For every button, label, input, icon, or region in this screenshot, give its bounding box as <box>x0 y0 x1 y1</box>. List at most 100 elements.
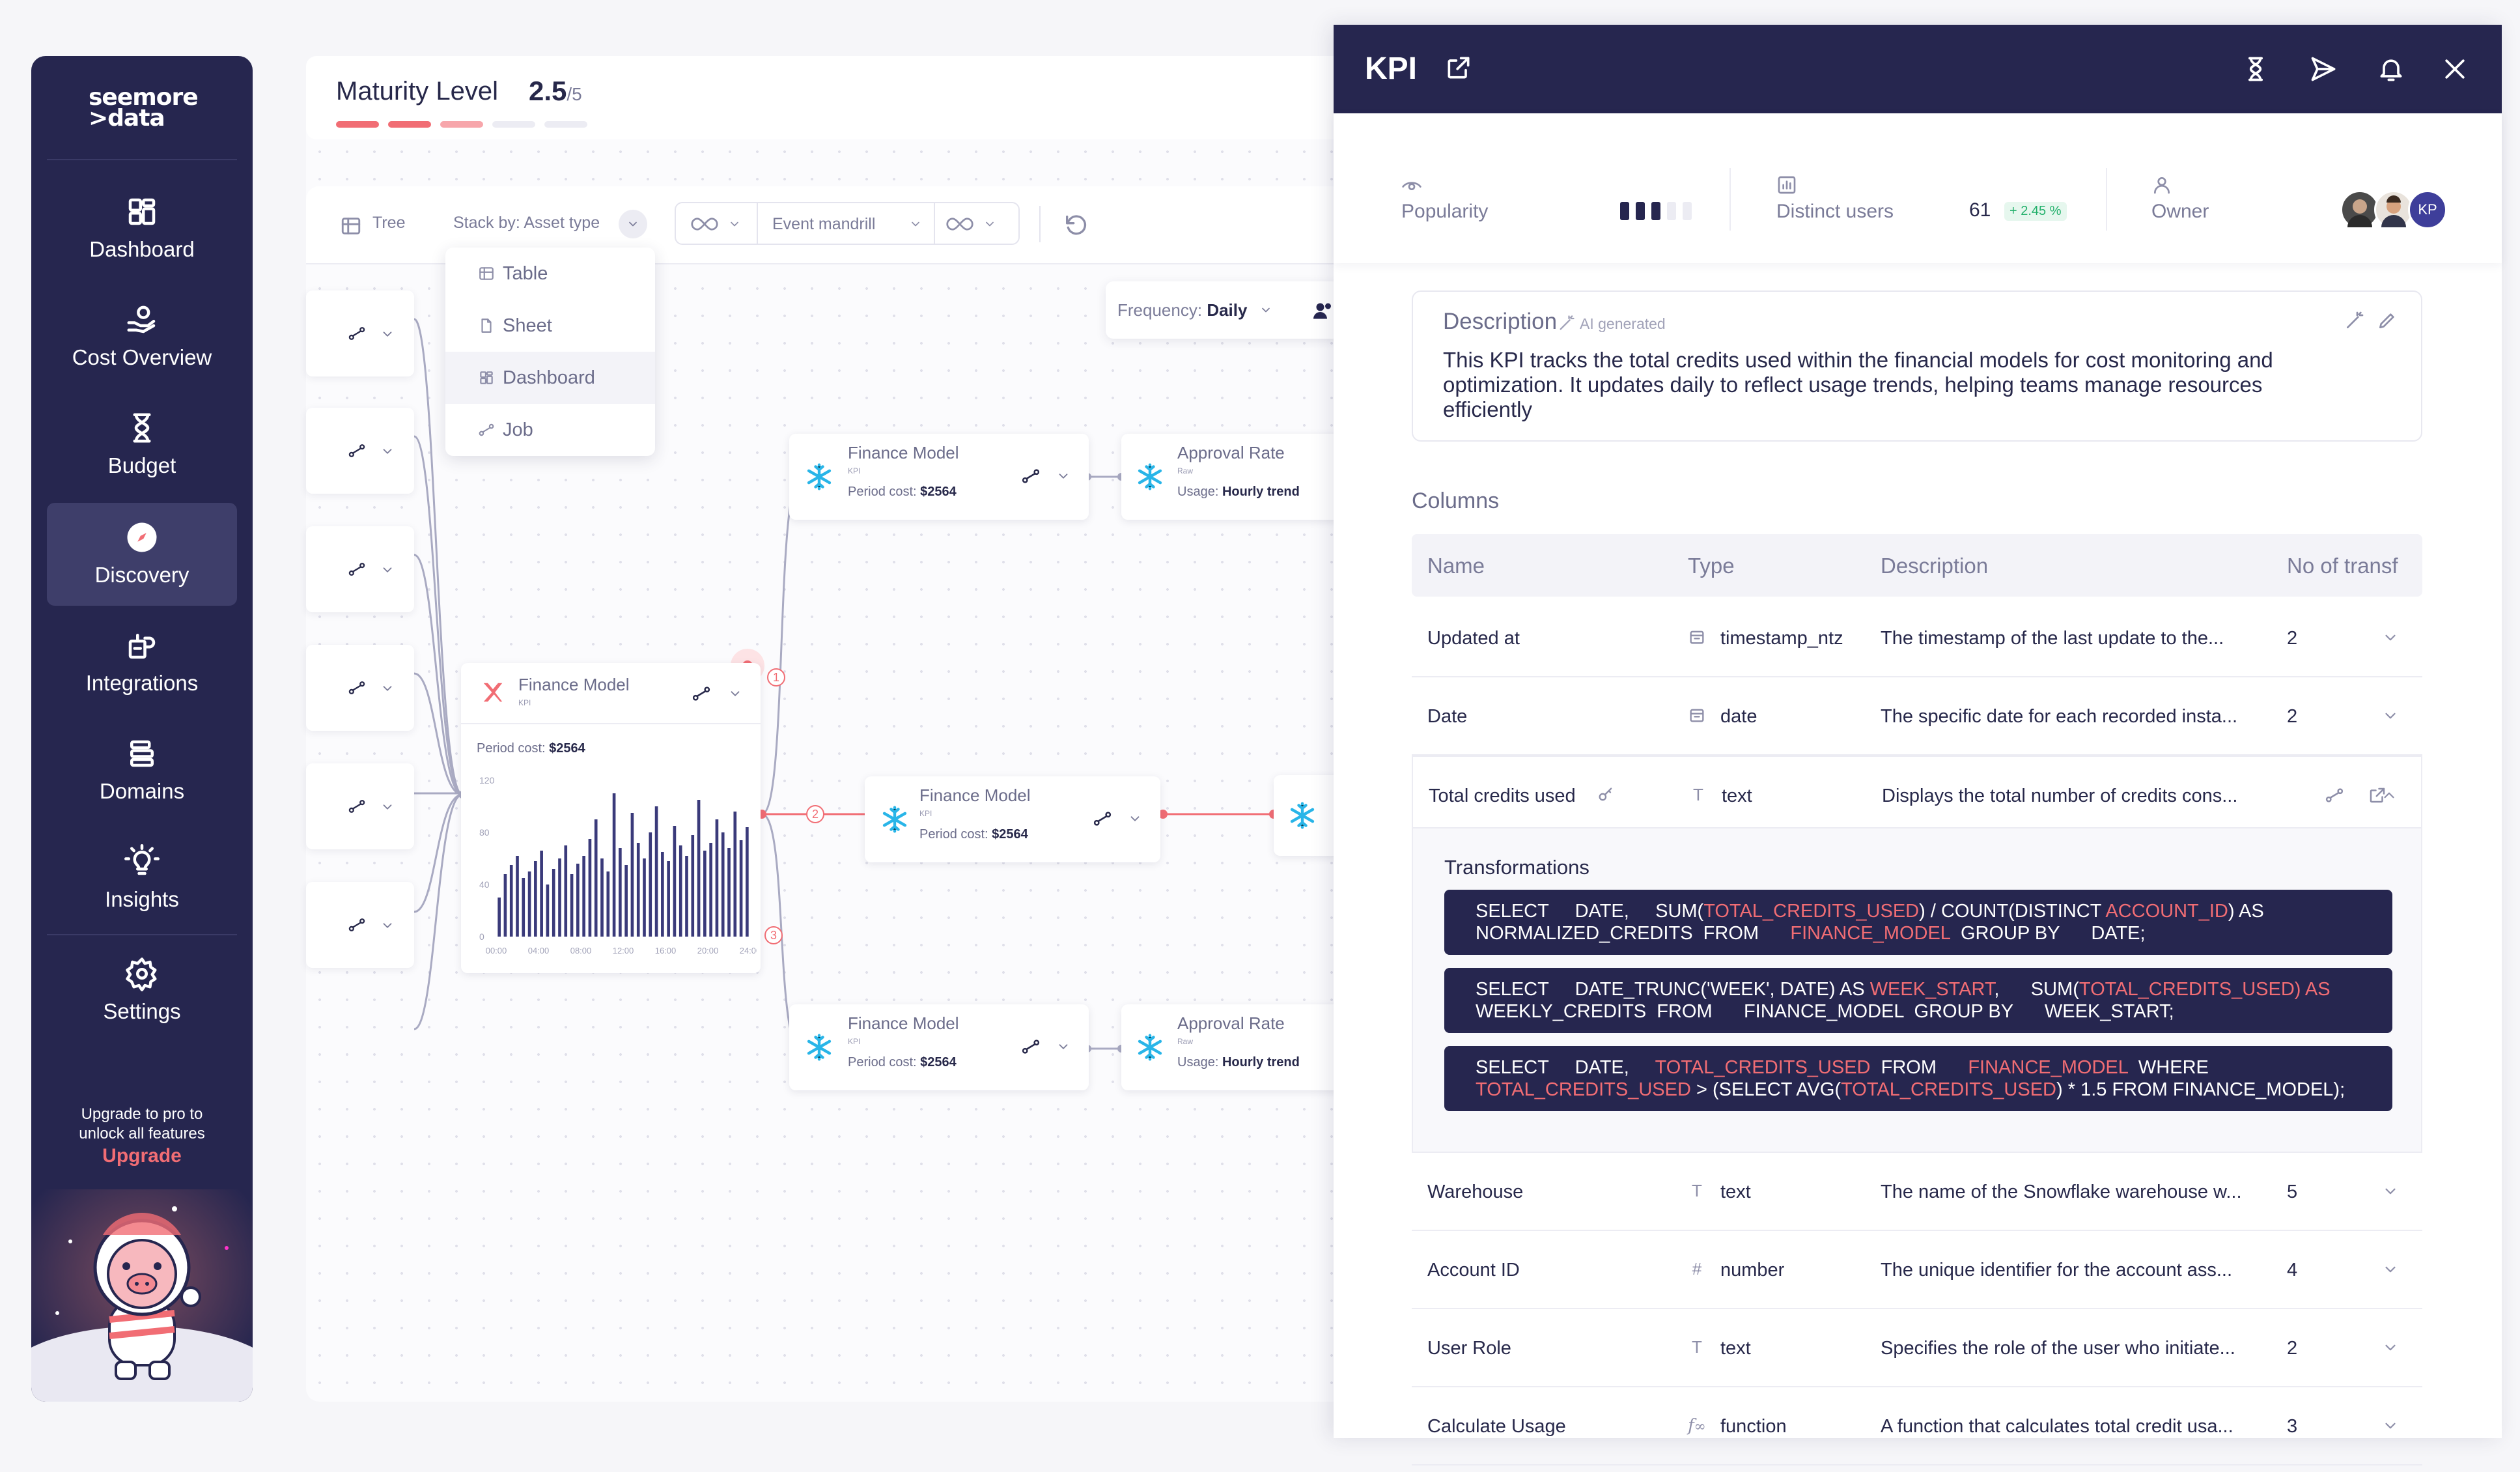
tree-toggle[interactable]: Tree <box>372 214 406 232</box>
external-link-icon[interactable] <box>2368 786 2387 805</box>
chevron-down-icon[interactable] <box>1128 812 1142 826</box>
sidebar-item-insights[interactable]: Insights <box>47 827 237 930</box>
upstream-node[interactable] <box>306 526 414 612</box>
link-icon[interactable] <box>348 679 366 697</box>
asset-option-dashboard[interactable]: Dashboard <box>445 352 655 404</box>
chevron-down-icon[interactable] <box>2382 1183 2399 1200</box>
link-icon[interactable] <box>692 684 711 703</box>
event-select[interactable]: Event mandrill <box>772 215 876 233</box>
domains-icon <box>130 740 154 767</box>
column-name: Account ID <box>1427 1260 1520 1281</box>
seemore-logo[interactable]: seemore >data <box>89 84 199 132</box>
finance-model-node[interactable]: Finance Model KPI Period cost: $2564 <box>789 1004 1089 1090</box>
chart-bar <box>709 843 712 937</box>
link-icon[interactable] <box>2325 786 2344 805</box>
link-icon[interactable] <box>348 324 366 343</box>
chevron-down-icon[interactable] <box>2382 707 2399 724</box>
chevron-down-icon[interactable] <box>1056 1040 1071 1054</box>
link-icon[interactable] <box>348 797 366 815</box>
users-icon[interactable] <box>1311 298 1335 322</box>
sidebar-item-dashboard[interactable]: Dashboard <box>47 177 237 280</box>
approval-rate-node[interactable]: Approval Rate Raw Usage: Hourly trend <box>1121 434 1356 520</box>
chevron-up-icon[interactable] <box>2381 787 2398 804</box>
link-icon[interactable] <box>1021 1037 1041 1056</box>
sidebar-item-discovery[interactable]: Discovery <box>47 503 237 606</box>
column-row[interactable]: Account ID # number The unique identifier f… <box>1412 1231 2422 1309</box>
header-transformations[interactable]: No of transf <box>2287 554 2398 578</box>
sheet-icon <box>481 318 492 333</box>
sidebar-item-budget[interactable]: Budget <box>47 393 237 496</box>
asset-option-table[interactable]: Table <box>445 248 655 300</box>
asset-type-dropdown: Table Sheet Dashboard Job <box>445 248 655 456</box>
upstream-node[interactable] <box>306 290 414 376</box>
asset-option-job[interactable]: Job <box>445 404 655 456</box>
undo-icon[interactable] <box>1063 212 1089 238</box>
chevron-down-icon[interactable] <box>380 444 395 459</box>
snowflake-icon <box>807 1034 832 1061</box>
magic-wand-icon[interactable] <box>2344 310 2365 331</box>
link-icon[interactable] <box>348 560 366 578</box>
x-tick-label: 20:00 <box>697 946 719 955</box>
sidebar-item-domains[interactable]: Domains <box>47 719 237 822</box>
chevron-down-icon[interactable] <box>2382 1417 2399 1434</box>
chevron-down-icon[interactable] <box>380 800 395 814</box>
link-icon[interactable] <box>348 442 366 460</box>
infinity-icon[interactable] <box>690 215 719 233</box>
sidebar-item-settings[interactable]: Settings <box>47 939 237 1042</box>
chevron-down-icon[interactable] <box>2382 1339 2399 1356</box>
chevron-down-icon[interactable] <box>2382 629 2399 646</box>
header-description[interactable]: Description <box>1881 554 1989 578</box>
chevron-down-icon[interactable] <box>1056 469 1071 483</box>
chevron-down-icon[interactable] <box>380 918 395 933</box>
owner-avatar[interactable] <box>2340 190 2379 229</box>
chevron-down-icon[interactable] <box>380 563 395 577</box>
owner-initials-avatar[interactable]: KP <box>2408 190 2447 229</box>
asset-option-sheet[interactable]: Sheet <box>445 300 655 352</box>
chart-bar <box>715 819 719 937</box>
approval-rate-node[interactable]: Approval Rate Raw Usage: Hourly trend <box>1121 1004 1356 1090</box>
y-tick-label: 40 <box>479 879 490 890</box>
edge-label: 1 <box>773 671 779 684</box>
column-row[interactable]: Date date The specific date for each recor… <box>1412 677 2422 756</box>
column-row[interactable]: Updated at timestamp_ntz The timestamp of … <box>1412 599 2422 677</box>
link-icon[interactable] <box>348 916 366 934</box>
upstream-node[interactable] <box>306 763 414 849</box>
edit-icon[interactable] <box>2377 310 2398 331</box>
upstream-node[interactable] <box>306 408 414 494</box>
transformation-sql-1[interactable]: SELECT DATE, SUM(TOTAL_CREDITS_USED) / C… <box>1444 890 2392 955</box>
link-icon[interactable] <box>1021 466 1041 486</box>
link-icon[interactable] <box>1093 809 1112 828</box>
stack-by-select[interactable]: Stack by: Asset type <box>453 214 600 232</box>
header-name[interactable]: Name <box>1427 554 1485 578</box>
column-row[interactable]: Calculate Usage f∞ function A function that… <box>1412 1387 2422 1465</box>
transformation-sql-2[interactable]: SELECT DATE_TRUNC('WEEK', DATE) AS WEEK_… <box>1444 968 2392 1033</box>
transformation-sql-3[interactable]: SELECT DATE, TOTAL_CREDITS_USED FROM FIN… <box>1444 1046 2392 1111</box>
upstream-node[interactable] <box>306 645 414 731</box>
infinity-icon[interactable] <box>945 215 974 233</box>
bell-icon[interactable] <box>2377 55 2405 83</box>
header-type[interactable]: Type <box>1688 554 1735 578</box>
node-period-cost: Period cost: $2564 <box>477 741 585 756</box>
sidebar-item-integrations[interactable]: Integrations <box>47 611 237 714</box>
send-icon[interactable] <box>2309 55 2338 83</box>
finance-model-node[interactable]: Finance Model KPI Period cost: $2564 <box>789 434 1089 520</box>
close-icon[interactable] <box>2441 55 2469 83</box>
chevron-down-icon[interactable] <box>2382 1261 2399 1278</box>
chevron-down-icon[interactable] <box>380 681 395 696</box>
finance-model-node[interactable]: Finance Model KPI Period cost: $2564 <box>865 776 1160 862</box>
sidebar-item-cost-overview[interactable]: Cost Overview <box>47 285 237 388</box>
sidebar-item-label: Insights <box>105 887 179 911</box>
chevron-down-icon[interactable] <box>380 327 395 341</box>
chevron-down-icon[interactable] <box>728 686 742 701</box>
frequency-select[interactable]: Frequency: Daily <box>1106 281 1340 339</box>
finance-model-node-selected[interactable]: Finance Model KPI Period cost: $2564 120… <box>461 663 761 973</box>
upgrade-link[interactable]: Upgrade <box>102 1145 182 1167</box>
external-link-icon[interactable] <box>1444 53 1473 82</box>
upstream-node[interactable] <box>306 882 414 968</box>
budget-icon[interactable] <box>2241 55 2270 83</box>
stack-by-dropdown-button[interactable] <box>619 210 647 238</box>
owner-avatar[interactable] <box>2374 190 2413 229</box>
